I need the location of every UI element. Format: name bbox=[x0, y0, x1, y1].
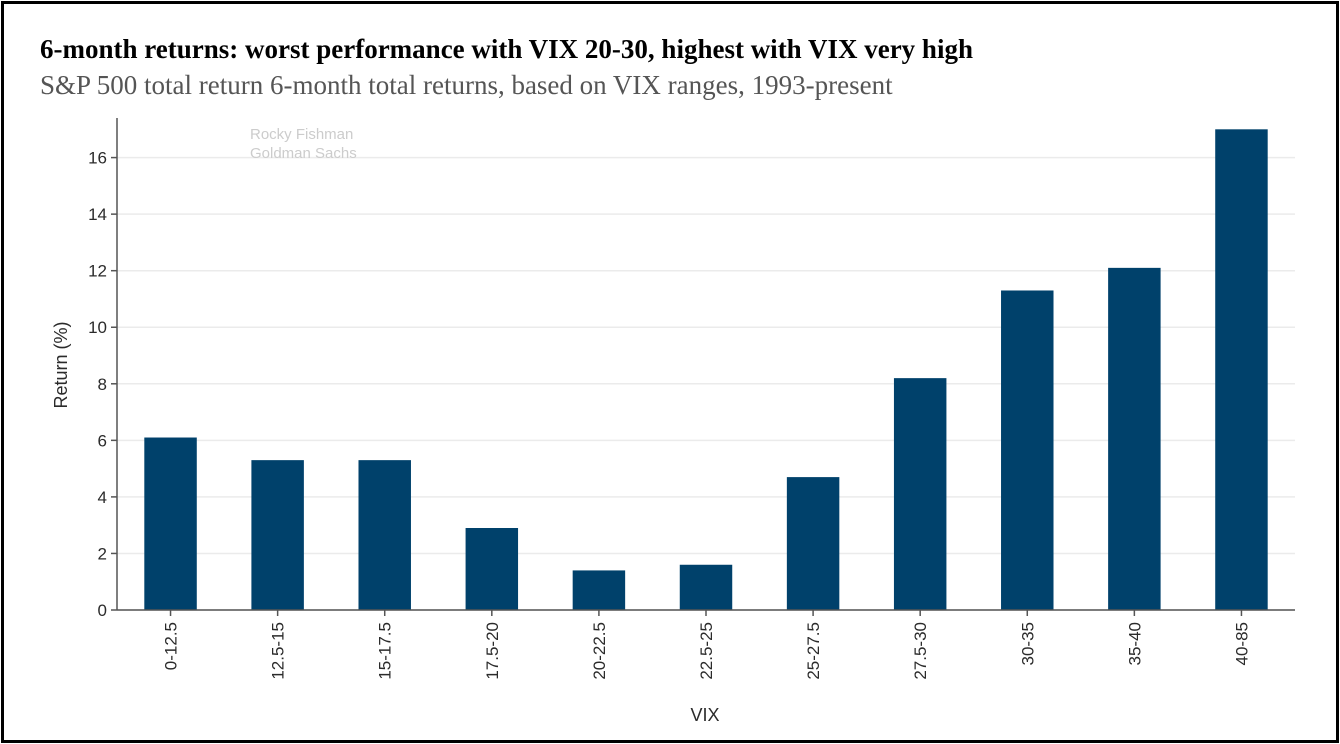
bar bbox=[1001, 290, 1054, 610]
bar bbox=[1108, 267, 1161, 610]
x-tick-label: 22.5-25 bbox=[697, 622, 716, 680]
chart-title: 6-month returns: worst performance with … bbox=[40, 34, 973, 64]
bar bbox=[358, 460, 411, 610]
bar bbox=[572, 570, 626, 610]
x-tick-label: 30-35 bbox=[1018, 622, 1037, 665]
y-tick-label: 12 bbox=[88, 262, 107, 281]
x-axis-title: VIX bbox=[690, 705, 719, 725]
bars bbox=[144, 129, 1268, 610]
x-tick-label: 27.5-30 bbox=[911, 622, 930, 680]
x-tick-label: 25-27.5 bbox=[804, 622, 823, 680]
y-tick-label: 2 bbox=[98, 544, 107, 563]
watermark-line-2: Goldman Sachs bbox=[250, 145, 357, 162]
y-tick-label: 16 bbox=[88, 149, 107, 168]
y-axis-title: Return (%) bbox=[51, 321, 71, 408]
y-tick-label: 10 bbox=[88, 318, 107, 337]
y-tick-labels: 0 2 4 6 8 10 12 14 16 bbox=[88, 149, 117, 620]
bar bbox=[144, 437, 197, 610]
bar bbox=[893, 378, 947, 610]
x-tick-label: 15-17.5 bbox=[376, 622, 395, 680]
x-tick-label: 0-12.5 bbox=[162, 622, 181, 670]
x-tick-label: 17.5-20 bbox=[483, 622, 502, 680]
y-tick-label: 0 bbox=[98, 601, 107, 620]
watermark-line-1: Rocky Fishman bbox=[250, 126, 353, 143]
y-tick-label: 4 bbox=[98, 488, 107, 507]
x-tick-label: 35-40 bbox=[1125, 622, 1144, 665]
y-tick-label: 8 bbox=[98, 375, 107, 394]
bar bbox=[786, 477, 840, 610]
chart-subtitle: S&P 500 total return 6-month total retur… bbox=[40, 70, 893, 100]
bar bbox=[679, 564, 733, 610]
bar bbox=[251, 460, 304, 610]
y-tick-label: 14 bbox=[88, 205, 107, 224]
bar bbox=[465, 528, 519, 610]
x-tick-label: 20-22.5 bbox=[590, 622, 609, 680]
x-tick-labels: 0-12.5 12.5-15 15-17.5 17.5-20 20-22.5 22.5-2… bbox=[162, 610, 1251, 680]
x-tick-label: 12.5-15 bbox=[269, 622, 288, 680]
y-tick-label: 6 bbox=[98, 431, 107, 450]
x-tick-label: 40-85 bbox=[1232, 622, 1251, 665]
bar bbox=[1215, 129, 1268, 610]
